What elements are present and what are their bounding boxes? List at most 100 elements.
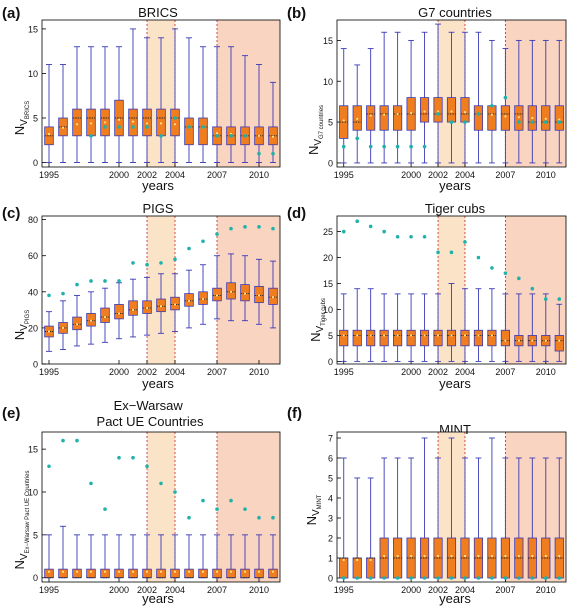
mean-marker — [257, 134, 261, 137]
y-label-sub: V — [19, 324, 30, 331]
mean-marker — [436, 110, 440, 113]
box — [366, 329, 376, 347]
outlier-point — [89, 481, 93, 486]
outlier-point — [449, 120, 454, 124]
mean-marker — [463, 334, 467, 337]
mean-marker — [75, 323, 79, 326]
mean-marker — [504, 115, 507, 118]
outlier-point — [103, 279, 107, 283]
panel-label: (f) — [287, 405, 302, 422]
box — [114, 304, 124, 320]
y-label-sub: V — [19, 119, 30, 126]
outlier-point — [530, 576, 535, 580]
shaded-period — [505, 20, 566, 167]
outlier-point — [449, 250, 454, 255]
outlier-point — [103, 125, 107, 129]
outlier-point — [131, 261, 135, 265]
outlier-point — [368, 224, 373, 229]
plot-frame — [336, 215, 567, 365]
outlier-point — [436, 112, 440, 116]
mean-marker — [558, 339, 561, 342]
x-tick-label: 2004 — [455, 585, 475, 595]
mean-marker — [396, 554, 399, 558]
y-tick-label: 4 — [328, 494, 333, 504]
x-tick-label: 1995 — [334, 367, 354, 377]
mean-marker — [490, 554, 494, 558]
outlier-point — [463, 240, 467, 244]
mean-marker — [450, 554, 453, 558]
x-tick-label: 2004 — [165, 367, 185, 377]
y-label-main: N — [306, 146, 321, 155]
panel-tiger-cubs: (d) Tiger cubs NVTiger cubs years 051015… — [287, 201, 567, 391]
panel-label: (d) — [287, 205, 306, 222]
y-tick-label: 80 — [28, 215, 38, 225]
plot-frame — [336, 19, 567, 168]
box — [339, 329, 349, 347]
y-tick-label: 10 — [323, 77, 333, 87]
mean-marker — [61, 326, 65, 330]
x-tick-label: 2007 — [207, 170, 227, 180]
y-tick-label: 2 — [328, 534, 333, 544]
outlier-point — [201, 125, 205, 129]
y-axis-label: NVBRICS — [12, 101, 31, 135]
y-tick-label: 15 — [28, 24, 38, 34]
x-tick-label: 1995 — [39, 585, 59, 595]
y-tick-label: 5 — [33, 530, 38, 540]
mean-marker — [173, 570, 177, 573]
outlier-point — [490, 576, 494, 580]
box — [406, 329, 416, 347]
mean-marker — [117, 570, 121, 573]
outlier-point — [355, 576, 360, 580]
x-tick-label: 2004 — [165, 170, 185, 180]
box — [393, 105, 403, 131]
outlier-point — [517, 276, 521, 281]
mean-marker — [544, 339, 547, 342]
y-label-main: N — [304, 516, 319, 525]
mean-marker — [103, 315, 107, 319]
mean-marker — [356, 334, 359, 337]
outlier-point — [187, 125, 191, 129]
y-tick-label: 20 — [28, 323, 38, 333]
mean-marker — [544, 117, 547, 120]
y-axis-label: NVMINT — [304, 494, 323, 525]
outlier-point — [159, 261, 163, 265]
panel-title: PIGS — [142, 201, 173, 216]
x-tick-label: 2007 — [495, 170, 515, 180]
outlier-point — [557, 297, 562, 301]
outlier-point — [557, 120, 562, 124]
mean-marker — [103, 570, 107, 573]
outlier-point — [490, 266, 494, 270]
y-tick-label: 0 — [328, 357, 333, 367]
box — [58, 568, 68, 579]
y-label-subsub: MINT — [317, 494, 323, 509]
panel-ex-warsaw: (e) Ex−Warsaw Pact UE Countries NVEx−War… — [2, 398, 281, 606]
x-tick-label: 2010 — [536, 170, 556, 180]
plot-frame — [41, 19, 281, 168]
mean-marker — [356, 558, 359, 562]
y-tick-label: 40 — [28, 287, 38, 297]
mean-marker — [61, 570, 65, 573]
outlier-point — [103, 507, 107, 511]
box — [487, 329, 497, 347]
box — [446, 329, 457, 347]
mean-marker — [423, 334, 426, 337]
svg-text:NVEx−Warsaw Pact UE Countries: NVEx−Warsaw Pact UE Countries — [12, 470, 31, 569]
box — [198, 117, 208, 146]
x-tick-label: 2004 — [455, 170, 475, 180]
outlier-point — [503, 576, 508, 580]
y-label-subsub: BRICS — [25, 101, 31, 119]
box — [433, 97, 443, 123]
x-tick-label: 2002 — [137, 585, 157, 595]
panel-title: G7 countries — [418, 5, 492, 20]
mean-marker — [89, 122, 93, 125]
outlier-point — [543, 576, 548, 580]
mean-marker — [187, 299, 191, 302]
mean-marker — [342, 334, 345, 337]
svg-text:NVPIGS: NVPIGS — [12, 310, 31, 340]
mean-marker — [271, 296, 275, 299]
outlier-point — [409, 144, 413, 149]
box — [473, 105, 484, 131]
outlier-point — [243, 225, 247, 229]
y-label-subsub: Tiger cubs — [321, 298, 327, 326]
